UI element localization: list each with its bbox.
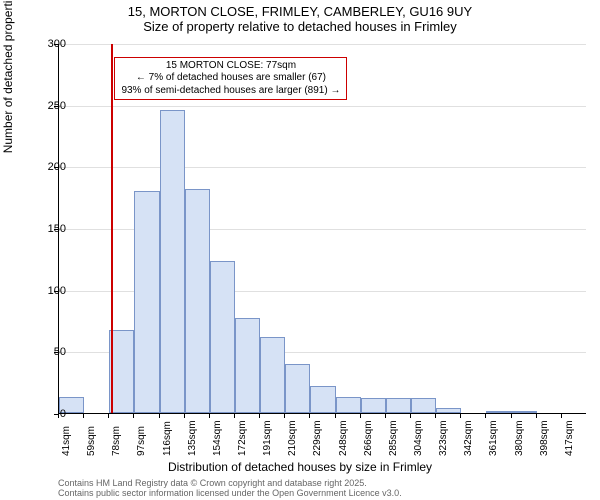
x-tick-label: 361sqm (488, 420, 499, 456)
x-tick-label: 191sqm (262, 420, 273, 456)
x-tick-label: 172sqm (237, 420, 248, 456)
x-tick-mark (485, 414, 486, 418)
reference-line (111, 44, 113, 413)
y-tick-label: 100 (26, 285, 66, 297)
x-tick-mark (360, 414, 361, 418)
histogram-bar (411, 398, 436, 413)
histogram-bar (285, 364, 310, 413)
x-tick-mark (209, 414, 210, 418)
x-tick-mark (460, 414, 461, 418)
y-tick-label: 50 (26, 346, 66, 358)
x-tick-label: 78sqm (111, 426, 122, 456)
annotation-line: ← 7% of detached houses are smaller (67) (121, 72, 340, 85)
x-tick-label: 210sqm (287, 420, 298, 456)
y-tick-label: 250 (26, 100, 66, 112)
x-tick-mark (259, 414, 260, 418)
x-axis-label: Distribution of detached houses by size … (0, 460, 600, 474)
x-tick-label: 323sqm (438, 420, 449, 456)
histogram-bar (512, 411, 537, 413)
histogram-bar (361, 398, 386, 413)
x-tick-label: 135sqm (187, 420, 198, 456)
y-tick-mark (54, 291, 58, 292)
annotation-line: 93% of semi-detached houses are larger (… (121, 85, 340, 98)
histogram-bar (235, 318, 260, 413)
x-tick-label: 41sqm (61, 426, 72, 456)
histogram-bar (486, 411, 511, 413)
title-block: 15, MORTON CLOSE, FRIMLEY, CAMBERLEY, GU… (0, 0, 600, 34)
x-tick-label: 59sqm (86, 426, 97, 456)
x-tick-mark (410, 414, 411, 418)
y-tick-mark (54, 106, 58, 107)
gridline (59, 44, 586, 45)
x-tick-mark (561, 414, 562, 418)
footer-attribution: Contains HM Land Registry data © Crown c… (58, 478, 402, 499)
gridline (59, 106, 586, 107)
histogram-bar (436, 408, 461, 413)
plot-area: 15 MORTON CLOSE: 77sqm← 7% of detached h… (58, 44, 586, 414)
histogram-bar (160, 110, 185, 413)
footer-line-2: Contains public sector information licen… (58, 488, 402, 498)
x-tick-label: 304sqm (413, 420, 424, 456)
x-tick-label: 248sqm (338, 420, 349, 456)
histogram-bar (109, 330, 134, 413)
gridline (59, 167, 586, 168)
x-tick-label: 417sqm (564, 420, 575, 456)
x-tick-mark (184, 414, 185, 418)
x-tick-label: 266sqm (363, 420, 374, 456)
x-tick-label: 398sqm (539, 420, 550, 456)
x-tick-mark (108, 414, 109, 418)
title-sub: Size of property relative to detached ho… (0, 19, 600, 34)
x-tick-mark (385, 414, 386, 418)
x-tick-mark (133, 414, 134, 418)
x-tick-mark (335, 414, 336, 418)
y-tick-label: 200 (26, 161, 66, 173)
x-tick-label: 342sqm (463, 420, 474, 456)
histogram-bar (134, 191, 159, 413)
x-tick-mark (284, 414, 285, 418)
histogram-bar (260, 337, 285, 413)
histogram-bar (210, 261, 235, 413)
histogram-bar (336, 397, 361, 413)
annotation-line: 15 MORTON CLOSE: 77sqm (121, 60, 340, 73)
y-tick-label: 150 (26, 223, 66, 235)
histogram-bar (185, 189, 210, 413)
x-tick-mark (83, 414, 84, 418)
y-axis-label: Number of detached properties (1, 0, 15, 153)
x-tick-mark (435, 414, 436, 418)
y-tick-mark (54, 229, 58, 230)
x-tick-mark (58, 414, 59, 418)
x-tick-mark (309, 414, 310, 418)
y-tick-label: 300 (26, 38, 66, 50)
annotation-box: 15 MORTON CLOSE: 77sqm← 7% of detached h… (114, 57, 347, 101)
x-tick-label: 154sqm (212, 420, 223, 456)
title-main: 15, MORTON CLOSE, FRIMLEY, CAMBERLEY, GU… (0, 4, 600, 19)
x-tick-mark (536, 414, 537, 418)
histogram-bar (386, 398, 411, 413)
x-tick-mark (159, 414, 160, 418)
x-tick-mark (511, 414, 512, 418)
chart-container: 15, MORTON CLOSE, FRIMLEY, CAMBERLEY, GU… (0, 0, 600, 500)
histogram-bar (310, 386, 335, 413)
x-tick-label: 116sqm (162, 421, 173, 456)
y-tick-mark (54, 44, 58, 45)
x-tick-label: 380sqm (514, 420, 525, 456)
y-tick-label: 0 (26, 408, 66, 420)
y-tick-mark (54, 167, 58, 168)
x-tick-label: 229sqm (312, 420, 323, 456)
x-tick-label: 97sqm (136, 426, 147, 456)
footer-line-1: Contains HM Land Registry data © Crown c… (58, 478, 402, 488)
x-tick-mark (234, 414, 235, 418)
y-tick-mark (54, 352, 58, 353)
x-tick-label: 285sqm (388, 420, 399, 456)
